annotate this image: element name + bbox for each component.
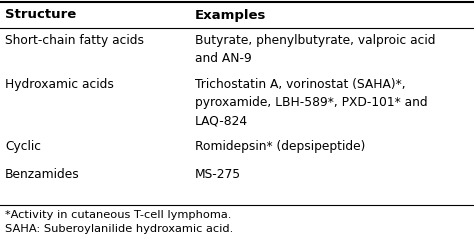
Text: Short-chain fatty acids: Short-chain fatty acids — [5, 34, 144, 47]
Text: Butyrate, phenylbutyrate, valproic acid
and AN-9: Butyrate, phenylbutyrate, valproic acid … — [195, 34, 436, 65]
Text: Trichostatin A, vorinostat (SAHA)*,
pyroxamide, LBH-589*, PXD-101* and
LAQ-824: Trichostatin A, vorinostat (SAHA)*, pyro… — [195, 78, 428, 127]
Text: Cyclic: Cyclic — [5, 140, 41, 153]
Text: Hydroxamic acids: Hydroxamic acids — [5, 78, 114, 91]
Text: Structure: Structure — [5, 8, 76, 22]
Text: SAHA: Suberoylanilide hydroxamic acid.: SAHA: Suberoylanilide hydroxamic acid. — [5, 224, 233, 234]
Text: MS-275: MS-275 — [195, 168, 241, 181]
Text: Benzamides: Benzamides — [5, 168, 80, 181]
Text: Romidepsin* (depsipeptide): Romidepsin* (depsipeptide) — [195, 140, 365, 153]
Text: Examples: Examples — [195, 8, 266, 22]
Text: *Activity in cutaneous T-cell lymphoma.: *Activity in cutaneous T-cell lymphoma. — [5, 210, 231, 220]
